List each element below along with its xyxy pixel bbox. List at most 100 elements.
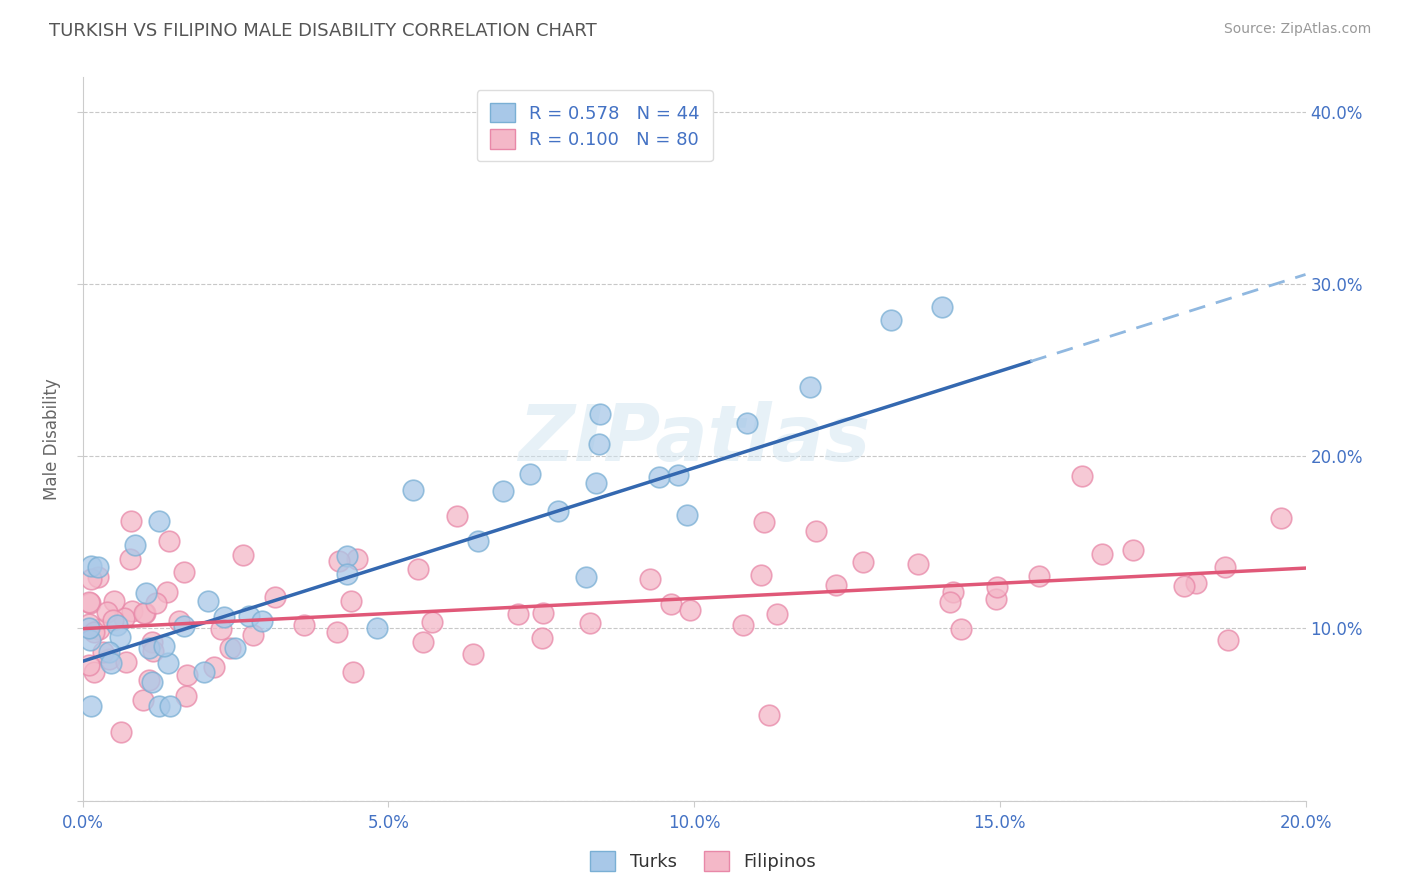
- Point: [79, 596, 101, 610]
- Point: [176, 668, 198, 682]
- Point: [408, 562, 430, 576]
- Point: [173, 619, 195, 633]
- Point: [531, 606, 554, 620]
- Point: [328, 554, 350, 568]
- Point: [986, 591, 1008, 606]
- Point: [77, 658, 100, 673]
- Point: [679, 603, 702, 617]
- Point: [250, 615, 273, 629]
- Point: [758, 708, 780, 723]
- Point: [120, 552, 142, 566]
- Point: [98, 651, 121, 665]
- Point: [157, 533, 180, 548]
- Point: [666, 468, 689, 483]
- Point: [1216, 633, 1239, 648]
- Point: [986, 580, 1008, 594]
- Point: [124, 538, 146, 552]
- Point: [212, 610, 235, 624]
- Point: [173, 566, 195, 580]
- Point: [446, 508, 468, 523]
- Point: [752, 515, 775, 529]
- Point: [531, 631, 554, 645]
- Point: [942, 585, 965, 599]
- Point: [87, 622, 110, 636]
- Point: [461, 647, 484, 661]
- Point: [264, 590, 287, 604]
- Point: [401, 483, 423, 497]
- Point: [907, 557, 929, 571]
- Point: [366, 621, 388, 635]
- Point: [492, 483, 515, 498]
- Point: [77, 595, 100, 609]
- Point: [138, 640, 160, 655]
- Point: [242, 628, 264, 642]
- Point: [467, 533, 489, 548]
- Point: [224, 640, 246, 655]
- Point: [138, 673, 160, 688]
- Point: [101, 613, 124, 627]
- Point: [135, 586, 157, 600]
- Point: [134, 606, 156, 620]
- Point: [519, 467, 541, 481]
- Point: [209, 623, 232, 637]
- Point: [108, 630, 131, 644]
- Point: [132, 693, 155, 707]
- Point: [83, 625, 105, 640]
- Point: [148, 698, 170, 713]
- Point: [508, 607, 530, 621]
- Point: [96, 606, 118, 620]
- Point: [588, 437, 610, 451]
- Point: [339, 593, 361, 607]
- Point: [804, 524, 827, 539]
- Point: [825, 577, 848, 591]
- Point: [232, 548, 254, 562]
- Point: [950, 622, 973, 636]
- Point: [751, 568, 773, 582]
- Point: [202, 660, 225, 674]
- Y-axis label: Male Disability: Male Disability: [44, 378, 60, 500]
- Point: [80, 698, 103, 713]
- Point: [676, 508, 699, 523]
- Point: [342, 665, 364, 680]
- Point: [336, 566, 359, 581]
- Point: [77, 617, 100, 632]
- Point: [1270, 511, 1292, 525]
- Point: [156, 656, 179, 670]
- Point: [98, 645, 121, 659]
- Point: [167, 615, 190, 629]
- Point: [79, 572, 101, 586]
- Legend: Turks, Filipinos: Turks, Filipinos: [582, 844, 824, 879]
- Point: [336, 549, 359, 564]
- Point: [1070, 469, 1092, 483]
- Point: [326, 625, 349, 640]
- Legend: R = 0.578   N = 44, R = 0.100   N = 80: R = 0.578 N = 44, R = 0.100 N = 80: [477, 90, 713, 161]
- Point: [1185, 575, 1208, 590]
- Text: ZIPatlas: ZIPatlas: [517, 401, 870, 477]
- Point: [105, 617, 128, 632]
- Point: [103, 594, 125, 608]
- Point: [547, 503, 569, 517]
- Point: [141, 675, 163, 690]
- Point: [733, 618, 755, 632]
- Point: [87, 560, 110, 574]
- Point: [156, 585, 179, 599]
- Point: [153, 639, 176, 653]
- Point: [142, 644, 165, 658]
- Point: [115, 655, 138, 669]
- Point: [79, 633, 101, 648]
- Point: [1028, 569, 1050, 583]
- Point: [193, 665, 215, 680]
- Point: [589, 407, 612, 421]
- Point: [880, 313, 903, 327]
- Point: [648, 469, 671, 483]
- Point: [931, 300, 953, 314]
- Point: [176, 689, 198, 703]
- Point: [659, 597, 682, 611]
- Point: [83, 665, 105, 680]
- Point: [737, 416, 759, 430]
- Point: [80, 559, 103, 574]
- Point: [238, 609, 260, 624]
- Point: [765, 607, 787, 621]
- Point: [145, 596, 167, 610]
- Point: [121, 514, 143, 528]
